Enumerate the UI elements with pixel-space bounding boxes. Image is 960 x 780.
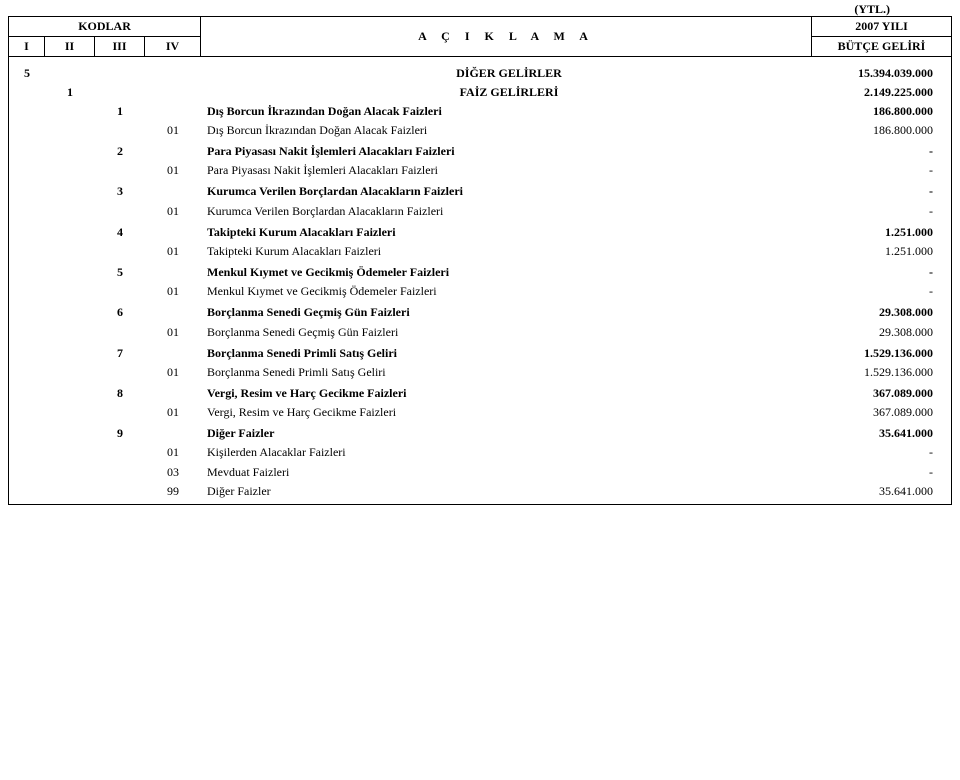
- table-row: 01Dış Borcun İkrazından Doğan Alacak Fai…: [9, 120, 951, 139]
- header-year: 2007 YILI: [812, 17, 952, 37]
- description-cell: Borçlanma Senedi Primli Satış Geliri: [201, 346, 811, 360]
- description-cell: Takipteki Kurum Alacakları Faizleri: [201, 225, 811, 239]
- table-row: 01Menkul Kıymet ve Gecikmiş Ödemeler Fai…: [9, 282, 951, 301]
- table-row: 1 Dış Borcun İkrazından Doğan Alacak Faiz…: [9, 101, 951, 120]
- code-cell: 6: [95, 305, 145, 319]
- description-cell: Kişilerden Alacaklar Faizleri: [201, 445, 811, 459]
- value-cell: -: [811, 445, 951, 459]
- table-row: 1 FAİZ GELİRLERİ2.149.225.000: [9, 82, 951, 101]
- currency-label: (YTL.): [8, 2, 952, 16]
- description-cell: Vergi, Resim ve Harç Gecikme Faizleri: [201, 386, 811, 400]
- code-cell: 1: [45, 85, 95, 99]
- description-cell: Diğer Faizler: [201, 484, 811, 498]
- value-cell: 1.529.136.000: [811, 365, 951, 379]
- code-cell: 03: [145, 465, 201, 479]
- description-cell: Borçlanma Senedi Geçmiş Gün Faizleri: [201, 305, 811, 319]
- header-kodlar: KODLAR: [9, 17, 201, 37]
- description-cell: Para Piyasası Nakit İşlemleri Alacakları…: [201, 144, 811, 158]
- header-aciklama: A Ç I K L A M A: [201, 17, 812, 57]
- value-cell: -: [811, 144, 951, 158]
- data-body: 5 DİĞER GELİRLER15.394.039.000 1 FAİZ GELİR…: [8, 57, 952, 505]
- description-cell: Kurumca Verilen Borçlardan Alacakların F…: [201, 204, 811, 218]
- value-cell: 35.641.000: [811, 426, 951, 440]
- value-cell: -: [811, 465, 951, 479]
- description-cell: Mevduat Faizleri: [201, 465, 811, 479]
- code-cell: 7: [95, 346, 145, 360]
- value-cell: 1.251.000: [811, 225, 951, 239]
- value-cell: 2.149.225.000: [811, 85, 951, 99]
- code-cell: 4: [95, 225, 145, 239]
- description-cell: Vergi, Resim ve Harç Gecikme Faizleri: [201, 405, 811, 419]
- table-row: 99Diğer Faizler35.641.000: [9, 481, 951, 500]
- description-cell: Borçlanma Senedi Geçmiş Gün Faizleri: [201, 325, 811, 339]
- table-row: 2 Para Piyasası Nakit İşlemleri Alacaklar…: [9, 142, 951, 161]
- code-cell: 5: [9, 66, 45, 80]
- col-iii: III: [95, 37, 145, 57]
- value-cell: 29.308.000: [811, 305, 951, 319]
- table-row: 01Borçlanma Senedi Geçmiş Gün Faizleri29…: [9, 322, 951, 341]
- description-cell: Kurumca Verilen Borçlardan Alacakların F…: [201, 184, 811, 198]
- code-cell: 3: [95, 184, 145, 198]
- description-cell: Menkul Kıymet ve Gecikmiş Ödemeler Faizl…: [201, 284, 811, 298]
- value-cell: 186.800.000: [811, 123, 951, 137]
- value-cell: 367.089.000: [811, 405, 951, 419]
- description-cell: Borçlanma Senedi Primli Satış Geliri: [201, 365, 811, 379]
- table-row: 6 Borçlanma Senedi Geçmiş Gün Faizleri29.…: [9, 303, 951, 322]
- header-table: KODLAR A Ç I K L A M A 2007 YILI I II II…: [8, 16, 952, 57]
- table-row: 5 DİĞER GELİRLER15.394.039.000: [9, 63, 951, 82]
- table-row: 9 Diğer Faizler35.641.000: [9, 424, 951, 443]
- description-cell: Para Piyasası Nakit İşlemleri Alacakları…: [201, 163, 811, 177]
- code-cell: 01: [145, 244, 201, 258]
- col-iv: IV: [145, 37, 201, 57]
- value-cell: 1.529.136.000: [811, 346, 951, 360]
- table-row: 01Para Piyasası Nakit İşlemleri Alacakla…: [9, 161, 951, 180]
- code-cell: 01: [145, 445, 201, 459]
- description-cell: Takipteki Kurum Alacakları Faizleri: [201, 244, 811, 258]
- value-cell: 35.641.000: [811, 484, 951, 498]
- description-cell: DİĞER GELİRLER: [201, 66, 811, 80]
- value-cell: -: [811, 184, 951, 198]
- table-row: 01Takipteki Kurum Alacakları Faizleri1.2…: [9, 241, 951, 260]
- description-cell: Dış Borcun İkrazından Doğan Alacak Faizl…: [201, 123, 811, 137]
- header-butce: BÜTÇE GELİRİ: [812, 37, 952, 57]
- code-cell: 01: [145, 284, 201, 298]
- value-cell: 186.800.000: [811, 104, 951, 118]
- col-ii: II: [45, 37, 95, 57]
- table-row: 5 Menkul Kıymet ve Gecikmiş Ödemeler Faiz…: [9, 263, 951, 282]
- table-row: 3 Kurumca Verilen Borçlardan Alacakların …: [9, 182, 951, 201]
- code-cell: 99: [145, 484, 201, 498]
- description-cell: Dış Borcun İkrazından Doğan Alacak Faizl…: [201, 104, 811, 118]
- code-cell: 2: [95, 144, 145, 158]
- table-row: 01Kurumca Verilen Borçlardan Alacakların…: [9, 201, 951, 220]
- code-cell: 1: [95, 104, 145, 118]
- value-cell: -: [811, 163, 951, 177]
- table-row: 4 Takipteki Kurum Alacakları Faizleri1.25…: [9, 222, 951, 241]
- table-row: 01Vergi, Resim ve Harç Gecikme Faizleri3…: [9, 403, 951, 422]
- description-cell: FAİZ GELİRLERİ: [201, 85, 811, 99]
- code-cell: 9: [95, 426, 145, 440]
- col-i: I: [9, 37, 45, 57]
- code-cell: 01: [145, 123, 201, 137]
- description-cell: Menkul Kıymet ve Gecikmiş Ödemeler Faizl…: [201, 265, 811, 279]
- code-cell: 01: [145, 365, 201, 379]
- table-row: 01Borçlanma Senedi Primli Satış Geliri1.…: [9, 362, 951, 381]
- value-cell: -: [811, 204, 951, 218]
- code-cell: 01: [145, 405, 201, 419]
- code-cell: 01: [145, 163, 201, 177]
- table-row: 01Kişilerden Alacaklar Faizleri-: [9, 443, 951, 462]
- value-cell: -: [811, 265, 951, 279]
- description-cell: Diğer Faizler: [201, 426, 811, 440]
- value-cell: 29.308.000: [811, 325, 951, 339]
- table-row: 7 Borçlanma Senedi Primli Satış Geliri1.5…: [9, 343, 951, 362]
- value-cell: 15.394.039.000: [811, 66, 951, 80]
- code-cell: 5: [95, 265, 145, 279]
- table-row: 03Mevduat Faizleri-: [9, 462, 951, 481]
- table-row: 8 Vergi, Resim ve Harç Gecikme Faizleri36…: [9, 384, 951, 403]
- value-cell: 367.089.000: [811, 386, 951, 400]
- code-cell: 8: [95, 386, 145, 400]
- value-cell: -: [811, 284, 951, 298]
- code-cell: 01: [145, 325, 201, 339]
- code-cell: 01: [145, 204, 201, 218]
- value-cell: 1.251.000: [811, 244, 951, 258]
